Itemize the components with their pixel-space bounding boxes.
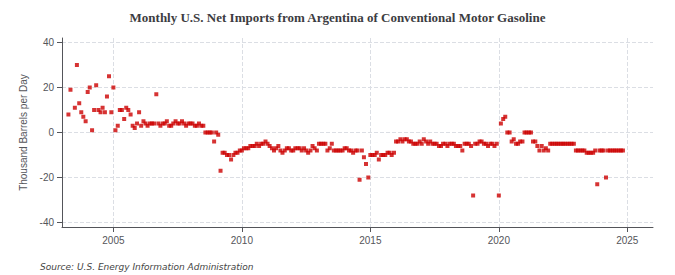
- svg-text:2010: 2010: [231, 235, 254, 246]
- svg-text:Source: U.S. Energy Informatio: Source: U.S. Energy Information Administ…: [40, 262, 254, 272]
- svg-text:20: 20: [43, 82, 55, 93]
- svg-text:2015: 2015: [359, 235, 382, 246]
- svg-text:Thousand Barrels per Day: Thousand Barrels per Day: [18, 74, 29, 191]
- svg-text:-40: -40: [40, 217, 55, 228]
- svg-text:2005: 2005: [102, 235, 125, 246]
- svg-text:2020: 2020: [488, 235, 511, 246]
- svg-text:Monthly U.S. Net Imports from: Monthly U.S. Net Imports from Argentina …: [130, 10, 546, 25]
- svg-text:40: 40: [43, 37, 55, 48]
- svg-text:-20: -20: [40, 172, 55, 183]
- svg-text:2025: 2025: [616, 235, 639, 246]
- svg-text:0: 0: [48, 127, 54, 138]
